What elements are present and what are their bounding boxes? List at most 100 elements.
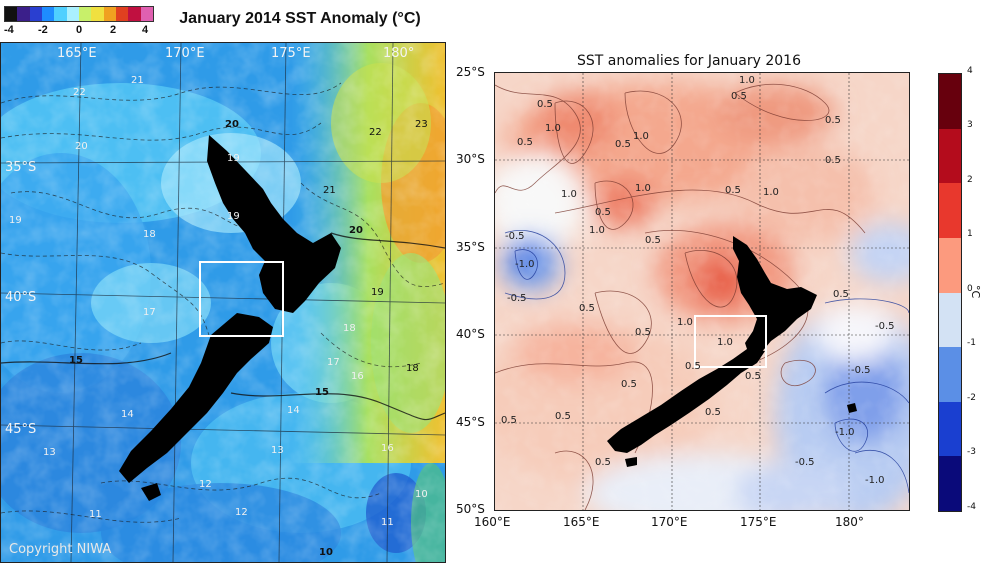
left-lon-label: 170°E: [165, 46, 205, 61]
left-lat-label: 40°S: [5, 290, 36, 305]
contour-label: -1.0: [865, 475, 885, 486]
contour-label: 0.5: [555, 411, 571, 422]
left-lat-label: 45°S: [5, 422, 36, 437]
right-colorbar-swatch: [939, 183, 961, 238]
contour-label: 1.0: [561, 189, 577, 200]
contour-label: 19: [371, 287, 384, 298]
right-map-panel: SST anomalies for January 2016: [446, 0, 1000, 563]
left-colorbar-swatch: [41, 7, 55, 21]
left-lon-label: 165°E: [57, 46, 97, 61]
right-colorbar-unit: °C: [969, 285, 982, 299]
contour-label: 13: [43, 447, 56, 458]
contour-label: 11: [381, 517, 394, 528]
right-lat-label: 30°S: [456, 152, 485, 166]
contour-label: 22: [369, 127, 382, 138]
contour-label: 11: [89, 509, 102, 520]
right-colorbar-swatch: [939, 401, 961, 457]
left-map-frame: 21 22 20 20 19 21 22 23 20 19 19 18 19 1…: [0, 42, 446, 563]
left-colorbar: [4, 6, 154, 22]
contour-label: -0.5: [875, 321, 895, 332]
contour-label: 0.5: [685, 361, 701, 372]
right-sst-map: 0.5 1.0 0.5 1.0 0.5 1.0 0.5 0.5 0.5 1.0 …: [495, 73, 909, 510]
right-colorbar-swatch: [939, 74, 961, 129]
left-colorbar-swatch: [115, 7, 129, 21]
right-colorbar-swatch: [939, 292, 961, 348]
left-cbar-tick: 2: [110, 24, 117, 36]
right-lat-label: 40°S: [456, 327, 485, 341]
right-cbar-tick: 3: [967, 120, 973, 130]
right-colorbar: [938, 73, 962, 512]
left-map-header: -4 -2 0 2 4 January 2014 SST Anomaly (°C…: [0, 0, 446, 43]
right-colorbar-swatch: [939, 347, 961, 402]
right-cbar-tick: 2: [967, 175, 973, 185]
contour-label: 22: [73, 87, 86, 98]
contour-label: 19: [227, 153, 240, 164]
left-new-zealand-landmass: [119, 135, 341, 501]
contour-label: 0.5: [645, 235, 661, 246]
left-map-panel: -4 -2 0 2 4 January 2014 SST Anomaly (°C…: [0, 0, 446, 563]
left-colorbar-swatch: [91, 7, 104, 21]
right-cbar-tick: 4: [967, 66, 973, 76]
contour-label: 0.5: [615, 139, 631, 150]
contour-label: 0.5: [621, 379, 637, 390]
right-new-zealand-landmass: [607, 236, 857, 467]
contour-label: 10: [415, 489, 428, 500]
left-lon-label: 175°E: [271, 46, 311, 61]
contour-label: 18: [343, 323, 356, 334]
contour-label: -0.5: [795, 457, 815, 468]
left-colorbar-swatch: [128, 7, 141, 21]
contour-label: -0.5: [851, 365, 871, 376]
contour-label: 1.0: [677, 317, 693, 328]
contour-label: 0.5: [833, 289, 849, 300]
contour-label: 16: [351, 371, 364, 382]
right-contours: [495, 83, 866, 510]
contour-label: 0.5: [825, 115, 841, 126]
left-anomaly-field: [1, 43, 445, 562]
contour-label: 0.5: [579, 303, 595, 314]
right-lon-label: 175°E: [740, 515, 777, 529]
left-colorbar-swatch: [78, 7, 92, 21]
contour-label: 18: [143, 229, 156, 240]
contour-label: 20: [349, 225, 363, 236]
contour-label: -1.0: [835, 427, 855, 438]
right-lon-label: 170°E: [651, 515, 688, 529]
left-colorbar-swatch: [5, 7, 18, 21]
left-colorbar-ticks: -4 -2 0 2 4: [2, 24, 154, 40]
left-colorbar-swatch: [66, 7, 79, 21]
right-map-frame: 0.5 1.0 0.5 1.0 0.5 1.0 0.5 0.5 0.5 1.0 …: [494, 72, 910, 511]
left-colorbar-swatch: [29, 7, 42, 21]
left-study-area-box: [199, 261, 284, 337]
contour-label: 1.0: [717, 337, 733, 348]
contour-label: 12: [235, 507, 248, 518]
contour-label: 21: [323, 185, 336, 196]
left-colorbar-swatch: [17, 7, 30, 21]
contour-label: 15: [315, 387, 329, 398]
left-cbar-tick: 4: [142, 24, 149, 36]
right-cbar-tick: -2: [967, 393, 976, 403]
contour-label: 0.5: [745, 371, 761, 382]
contour-label: 1.0: [545, 123, 561, 134]
contour-label: 0.5: [725, 185, 741, 196]
left-coordinate-labels: 165°E 170°E 175°E 180° 35°S 40°S 45°S: [5, 46, 414, 437]
left-map-title: January 2014 SST Anomaly (°C): [179, 10, 421, 27]
contour-label: 23: [415, 119, 428, 130]
left-colorbar-swatch: [54, 7, 67, 21]
contour-label: 13: [271, 445, 284, 456]
contour-label: 16: [381, 443, 394, 454]
left-cbar-tick: -4: [4, 24, 14, 36]
contour-label: 1.0: [633, 131, 649, 142]
contour-label: 0.5: [635, 327, 651, 338]
contour-label: 20: [75, 141, 88, 152]
left-lon-label: 180°: [383, 46, 414, 61]
right-colorbar-swatch: [939, 128, 961, 184]
right-contour-labels: 0.5 1.0 0.5 1.0 0.5 1.0 0.5 0.5 0.5 1.0 …: [501, 75, 895, 486]
left-contour-labels: 21 22 20 20 19 21 22 23 20 19 19 18 19 1…: [9, 75, 428, 558]
contour-label: 19: [227, 211, 240, 222]
right-cbar-tick: -3: [967, 447, 976, 457]
contour-label: 1.0: [739, 75, 755, 86]
contour-label: 10: [319, 547, 333, 558]
contour-label: 1.0: [763, 187, 779, 198]
right-lon-label: 165°E: [563, 515, 600, 529]
contour-label: 0.5: [825, 155, 841, 166]
contour-label: 12: [199, 479, 212, 490]
